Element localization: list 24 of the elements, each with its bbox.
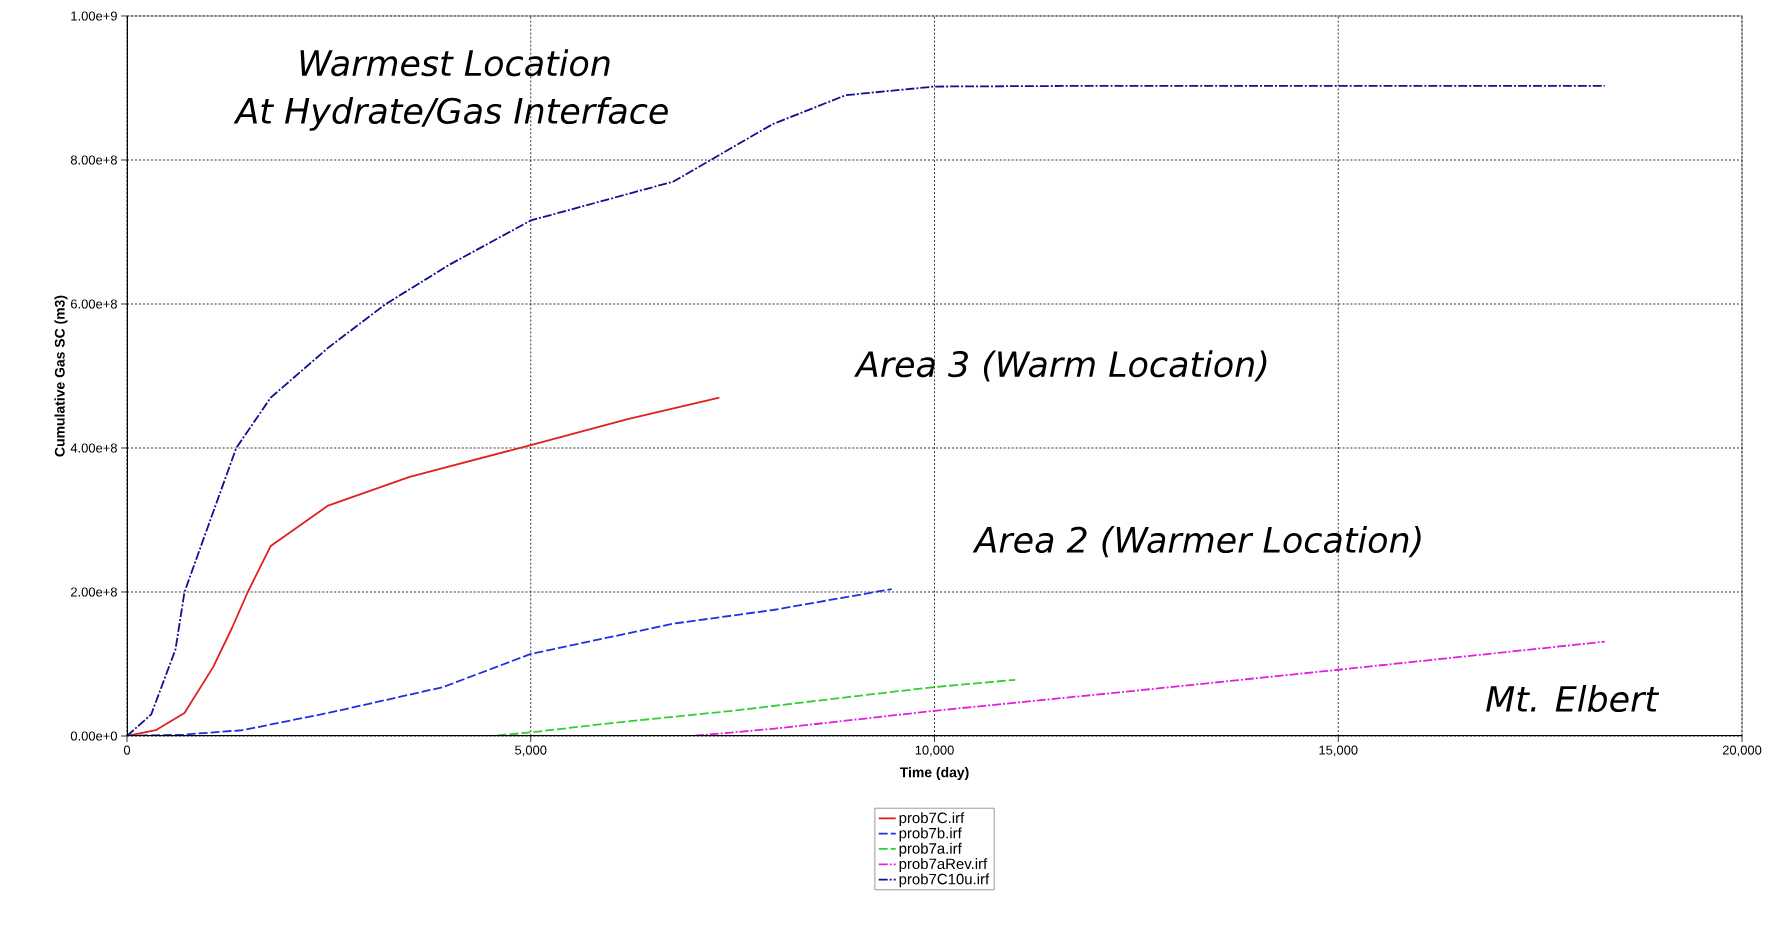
legend-label: prob7aRev.irf — [899, 858, 988, 873]
annotation: Area 3 (Warm Location) — [854, 350, 1267, 382]
x-tick-label: 10,000 — [915, 745, 954, 757]
x-tick-label: 5,000 — [515, 745, 547, 757]
annotation: Mt. Elbert — [1486, 685, 1660, 713]
line-series — [127, 396, 721, 736]
legend-label: prob7a.irf — [899, 842, 962, 857]
y-tick-label: 1.00e+9 — [71, 11, 117, 21]
legend-label: prob7C10u.irf — [899, 873, 990, 888]
legend-label: prob7C.irf — [899, 812, 965, 827]
x-tick-label: 20,000 — [1722, 745, 1762, 757]
x-axis-title: Time (day) — [899, 767, 969, 781]
y-tick-label: 0.00e+0 — [70, 731, 117, 741]
annotation: Area 2 (Warmer Location) — [972, 526, 1421, 558]
y-tick-label: 2.00e+8 — [70, 587, 117, 597]
x-tick-label: 0 — [123, 745, 131, 755]
y-tick-label: 8.00e+8 — [70, 155, 117, 165]
x-tick-label: 15,000 — [1319, 745, 1358, 757]
annotation: Warmest Location — [300, 49, 610, 77]
y-tick-label: 6.00e+8 — [70, 299, 117, 309]
y-tick-label: 4.00e+8 — [70, 443, 117, 453]
y-axis-title: Cumulative Gas SC (m3) — [54, 295, 68, 457]
legend-label: prob7b.irf — [899, 827, 962, 842]
annotation: At Hydrate/Gas Interface — [233, 97, 668, 131]
